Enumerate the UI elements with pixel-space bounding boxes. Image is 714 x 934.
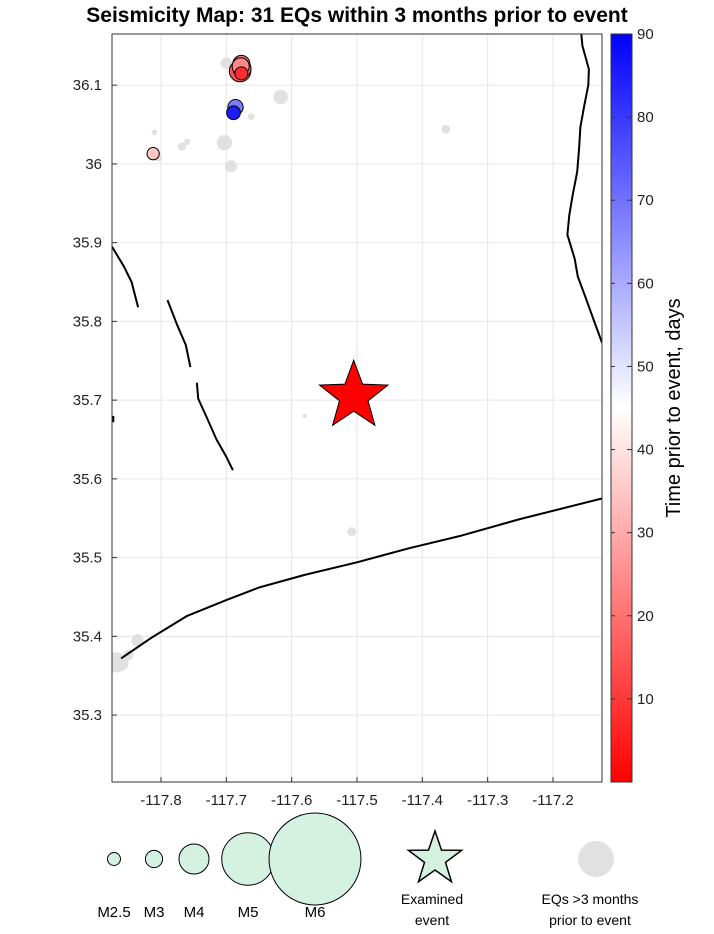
legend-examined-label: event bbox=[415, 912, 449, 928]
x-tick-label: -117.5 bbox=[336, 792, 377, 809]
x-tick-label: -117.3 bbox=[467, 792, 508, 809]
colorbar-label: Time prior to event, days bbox=[663, 298, 685, 517]
older-quake-point bbox=[347, 527, 357, 536]
legend-older-circle bbox=[578, 841, 614, 877]
y-tick-label: 35.5 bbox=[73, 550, 102, 567]
colorbar-tick-label: 20 bbox=[637, 608, 654, 625]
legend-size-circle bbox=[268, 812, 362, 906]
fault-line bbox=[566, 34, 602, 343]
colorbar-ticks: 10 20 30 40 50 60 70 80 90 bbox=[611, 26, 654, 708]
y-tick-label: 35.9 bbox=[73, 235, 102, 252]
colorbar-tick-label: 10 bbox=[637, 691, 654, 708]
x-tick-label: -117.6 bbox=[271, 792, 312, 809]
examined-event-star bbox=[318, 358, 390, 427]
recent-quake-point bbox=[146, 147, 160, 161]
fault-line bbox=[195, 382, 234, 471]
examined-event bbox=[318, 358, 390, 427]
older-quake-point bbox=[224, 160, 238, 173]
y-axis: 35.3 35.4 35.5 35.6 35.7 35.8 35.9 36 36.1 bbox=[73, 77, 117, 724]
legend-size-circle bbox=[144, 849, 164, 869]
older-quake-point bbox=[151, 129, 158, 136]
chart-title: Seismicity Map: 31 EQs within 3 months p… bbox=[86, 4, 627, 27]
older-quake-point bbox=[112, 654, 129, 672]
fault-line bbox=[166, 299, 192, 368]
x-tick-label: -117.7 bbox=[206, 792, 247, 809]
legend-examined-star bbox=[406, 828, 464, 884]
legend-size-label: M3 bbox=[144, 904, 165, 921]
fault-line bbox=[112, 246, 140, 308]
legend-size-circle bbox=[178, 843, 210, 875]
y-tick-label: 35.7 bbox=[73, 392, 102, 409]
colorbar-tick-label: 80 bbox=[637, 109, 654, 126]
map-marks bbox=[112, 34, 602, 673]
older-quake-point bbox=[220, 57, 233, 69]
legend-size-label: M4 bbox=[184, 904, 205, 921]
recent-quakes bbox=[146, 54, 252, 161]
colorbar-tick-label: 90 bbox=[637, 26, 654, 43]
y-tick-label: 35.4 bbox=[73, 628, 102, 645]
recent-quake-point bbox=[234, 66, 249, 81]
older-quake-point bbox=[131, 634, 144, 647]
x-axis: -117.8 -117.7 -117.6 -117.5 -117.4 -117.3 -117… bbox=[140, 777, 574, 809]
legend: M2.5 M3 M4 M5 M6 Examined event EQs >3 months pr… bbox=[97, 812, 639, 928]
colorbar-tick-label: 30 bbox=[637, 525, 654, 542]
colorbar-tick-label: 40 bbox=[637, 442, 654, 459]
older-quake-point bbox=[247, 113, 255, 120]
y-tick-label: 35.3 bbox=[73, 707, 102, 724]
older-quake-point bbox=[184, 138, 191, 146]
legend-size-label: M6 bbox=[305, 904, 326, 921]
y-tick-label: 35.8 bbox=[73, 313, 102, 330]
y-tick-label: 36 bbox=[85, 156, 102, 173]
older-quake-point bbox=[441, 124, 451, 134]
older-quake-point bbox=[273, 89, 288, 105]
x-tick-label: -117.8 bbox=[140, 792, 181, 809]
x-tick-label: -117.2 bbox=[532, 792, 573, 809]
colorbar-tick-label: 60 bbox=[637, 275, 654, 292]
legend-older-label: prior to event bbox=[549, 912, 631, 928]
x-tick-label: -117.4 bbox=[402, 792, 443, 809]
fault-line bbox=[120, 497, 602, 660]
recent-quake-point bbox=[226, 105, 241, 121]
legend-examined-label: Examined bbox=[401, 891, 463, 907]
y-tick-label: 36.1 bbox=[73, 77, 102, 94]
fault-lines bbox=[112, 34, 602, 660]
legend-size-circle bbox=[107, 852, 121, 866]
older-quake-point bbox=[302, 413, 307, 419]
colorbar-tick-label: 70 bbox=[637, 192, 654, 209]
y-tick-label: 35.6 bbox=[73, 471, 102, 488]
legend-size-label: M5 bbox=[238, 904, 259, 921]
colorbar bbox=[610, 33, 633, 783]
legend-older-label: EQs >3 months bbox=[542, 891, 639, 907]
colorbar-tick-label: 50 bbox=[637, 358, 654, 375]
older-quake-point bbox=[177, 142, 187, 151]
grid-lines bbox=[112, 34, 602, 782]
legend-size-label: M2.5 bbox=[97, 904, 130, 921]
legend-size-circle bbox=[221, 832, 275, 886]
older-quake-point bbox=[216, 134, 233, 151]
